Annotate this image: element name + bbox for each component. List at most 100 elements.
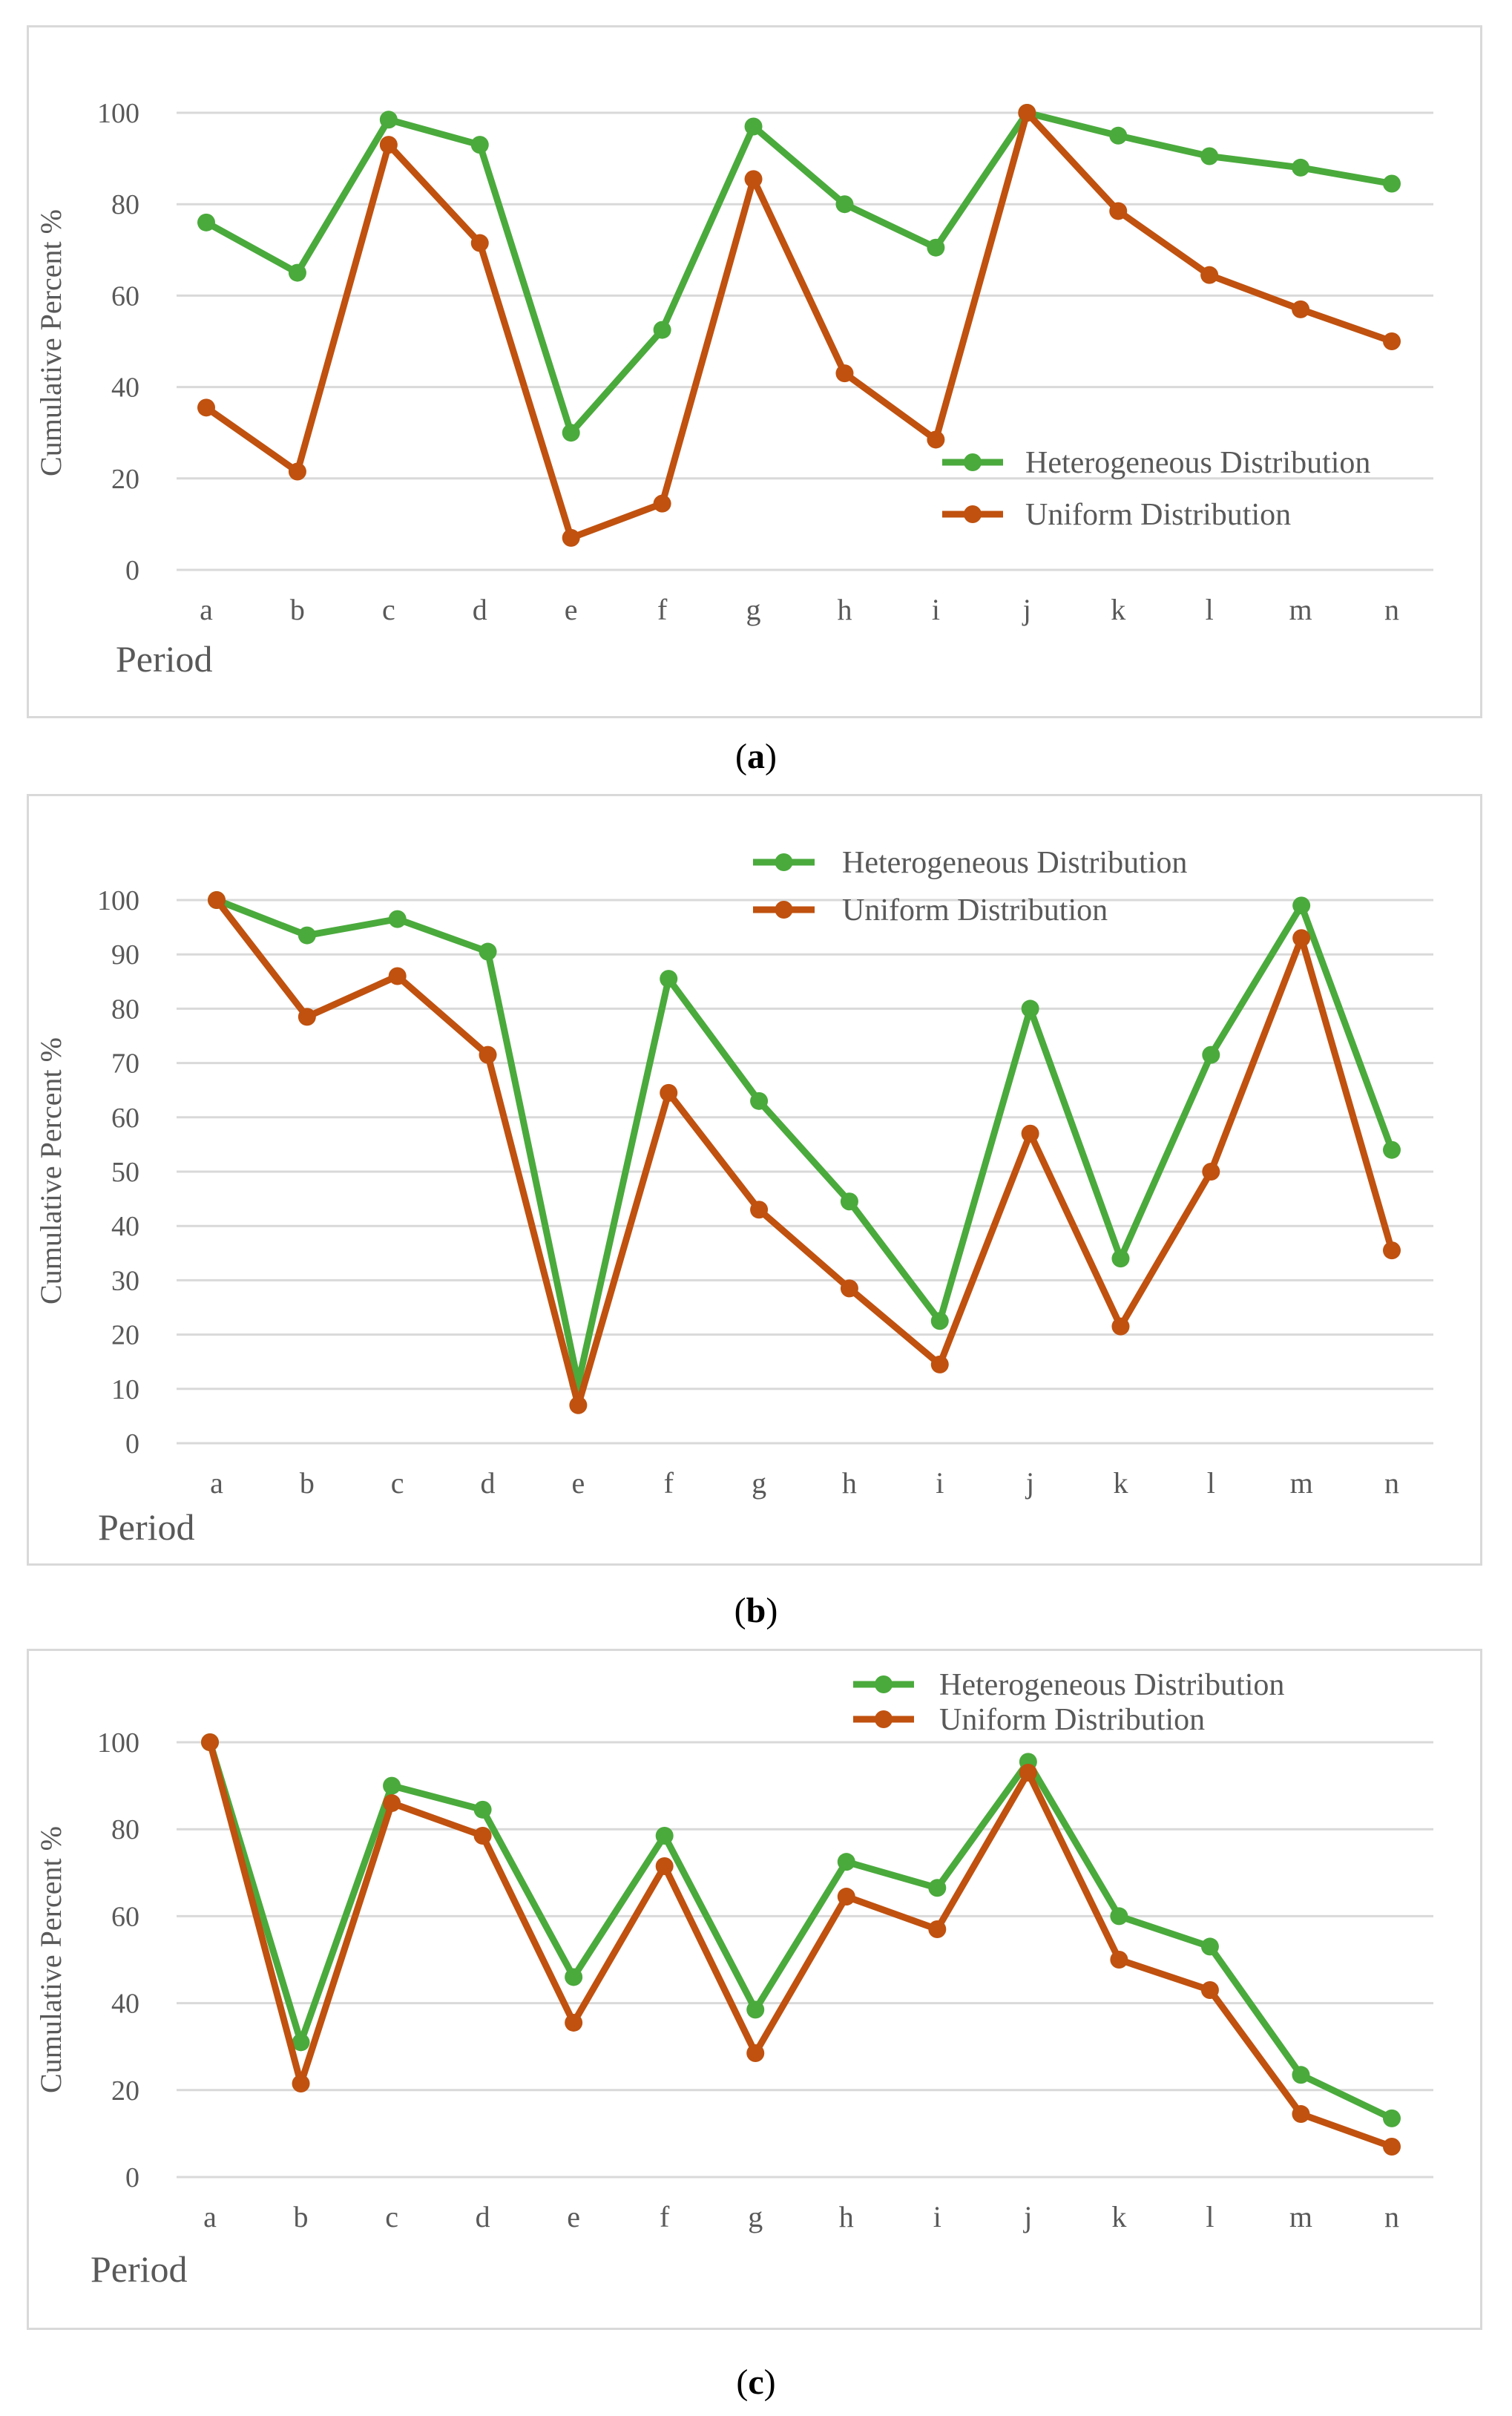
- chart-a-series-uniform-distribution-point: [1292, 300, 1310, 318]
- chart-b-series-uniform-distribution-point: [298, 1008, 316, 1026]
- chart-b-series-heterogeneous-distribution-point: [1383, 1140, 1401, 1159]
- chart-b-xtick-label: b: [300, 1466, 315, 1500]
- chart-c-series-uniform-distribution-point: [1383, 2137, 1401, 2156]
- chart-a-series-heterogeneous-distribution-point: [562, 424, 580, 442]
- chart-b-series-heterogeneous-distribution-point: [840, 1192, 858, 1211]
- chart-c-ytick-label: 20: [111, 2075, 139, 2107]
- chart-c-series-uniform-distribution-point: [292, 2075, 310, 2093]
- chart-a-series-uniform-distribution-point: [744, 170, 763, 188]
- chart-a-series-heterogeneous-distribution-point: [927, 238, 945, 257]
- chart-b-ytick-label: 90: [111, 939, 139, 971]
- chart-a-legend-heterogeneous-distribution-marker: [964, 453, 982, 471]
- chart-c-series-heterogeneous-distribution-point: [473, 1800, 492, 1819]
- chart-b-xlabel: Period: [98, 1506, 195, 1548]
- chart-c-xtick-label: k: [1111, 2200, 1126, 2233]
- chart-a-series-heterogeneous-distribution-point: [379, 111, 398, 129]
- chart-a-xtick-label: e: [565, 593, 578, 626]
- chart-b-series-heterogeneous-distribution-point: [388, 910, 407, 928]
- chart-a-series-uniform-distribution-point: [470, 234, 489, 252]
- chart-c-series-uniform-distribution-point: [1200, 1981, 1219, 2000]
- chart-a-series-uniform-distribution-line: [203, 109, 1396, 542]
- chart-c-xtick-label: c: [385, 2200, 398, 2233]
- chart-b-ytick-label: 40: [111, 1211, 139, 1242]
- chart-b-xtick-label: l: [1207, 1466, 1215, 1500]
- chart-b-xtick-label: g: [752, 1466, 766, 1500]
- chart-c-ylabel: Cumulative Percent %: [34, 1826, 68, 2093]
- chart-a-series-heterogeneous-distribution-point: [288, 263, 306, 282]
- chart-a-xtick-label: m: [1289, 593, 1312, 626]
- chart-a-series-uniform-distribution-point: [653, 494, 671, 513]
- chart-a-xtick-label: a: [200, 593, 213, 626]
- chart-c-xtick-label: l: [1206, 2200, 1214, 2233]
- chart-c-legend-uniform-distribution-marker: [875, 1710, 893, 1728]
- chart-a-xtick-label: i: [932, 593, 940, 626]
- chart-c-legend-heterogeneous-distribution-marker: [875, 1675, 893, 1693]
- chart-b-xtick-label: f: [664, 1466, 674, 1500]
- chart-a-xtick-label: g: [746, 593, 761, 626]
- chart-b-legend-heterogeneous-distribution-marker: [775, 853, 793, 871]
- chart-b-ytick-label: 100: [97, 885, 139, 916]
- chart-c-series-heterogeneous-distribution-point: [383, 1776, 401, 1795]
- chart-b-series-uniform-distribution-point: [208, 891, 226, 909]
- chart-a-series-uniform-distribution-point: [1018, 104, 1036, 122]
- chart-c-xtick-label: d: [476, 2200, 490, 2233]
- chart-c-xtick-label: b: [294, 2200, 309, 2233]
- chart-b-xtick-label: h: [842, 1466, 857, 1500]
- chart-c-xlabel: Period: [91, 2248, 188, 2290]
- chart-a-series-heterogeneous-distribution-point: [1383, 174, 1401, 193]
- chart-b-series-heterogeneous-distribution-point: [1292, 896, 1311, 915]
- chart-b-xtick-label: k: [1113, 1466, 1128, 1500]
- chart-c-xtick-label: g: [748, 2200, 763, 2233]
- chart-b-legend-uniform-distribution-label: Uniform Distribution: [842, 893, 1108, 928]
- caption-a: (a): [735, 737, 777, 776]
- chart-c-series-heterogeneous-distribution-point: [746, 2000, 765, 2019]
- chart-c-series-uniform-distribution-point: [1292, 2105, 1310, 2124]
- chart-a-ytick-label: 60: [111, 280, 139, 312]
- chart-c-series-uniform-distribution-point: [837, 1888, 855, 1906]
- chart-c-series-heterogeneous-distribution-point: [1383, 2109, 1401, 2127]
- chart-b-ytick-label: 30: [111, 1265, 139, 1296]
- chart-b-xtick-label: i: [936, 1466, 944, 1500]
- chart-c-series-uniform-distribution-point: [565, 2013, 583, 2032]
- chart-b-series-uniform-distribution-point: [388, 967, 407, 985]
- caption-a-letter: a: [747, 737, 765, 776]
- chart-c-legend-heterogeneous-distribution-label: Heterogeneous Distribution: [939, 1668, 1284, 1702]
- chart-c-ytick-label: 40: [111, 1989, 139, 2020]
- chart-c-ytick-label: 0: [125, 2162, 139, 2193]
- chart-a-xtick-label: f: [657, 593, 668, 626]
- chart-a-series-heterogeneous-distribution-point: [1109, 126, 1128, 145]
- chart-b-series-uniform-distribution-point: [1021, 1124, 1039, 1143]
- chart-b-series-uniform-distribution-point: [1111, 1317, 1130, 1336]
- chart-b-series-heterogeneous-distribution-line: [213, 896, 1396, 1387]
- chart-a-series-heterogeneous-distribution-point: [653, 321, 671, 339]
- chart-a-xtick-label: j: [1022, 593, 1031, 626]
- chart-c-series-uniform-distribution-point: [1110, 1951, 1128, 1969]
- chart-b-xtick-label: c: [391, 1466, 404, 1500]
- chart-c-xtick-label: m: [1289, 2200, 1312, 2233]
- chart-a-series-uniform-distribution-point: [379, 136, 398, 154]
- chart-c-xtick-label: n: [1384, 2200, 1399, 2233]
- chart-b-series-uniform-distribution-point: [750, 1201, 769, 1219]
- chart-a-series-uniform-distribution-point: [1109, 202, 1128, 220]
- chart-b-xtick-label: n: [1384, 1466, 1399, 1500]
- chart-c-series-heterogeneous-distribution-point: [565, 1968, 583, 1986]
- chart-b-ytick-label: 80: [111, 994, 139, 1025]
- chart-b-legend-uniform-distribution-marker: [775, 901, 793, 919]
- chart-a-series-uniform-distribution-point: [1383, 332, 1401, 350]
- chart-c-ytick-label: 60: [111, 1901, 139, 1932]
- chart-c-series-heterogeneous-distribution-point: [928, 1879, 947, 1897]
- chart-a-xtick-label: n: [1384, 593, 1399, 626]
- chart-a-legend-heterogeneous-distribution-label: Heterogeneous Distribution: [1025, 446, 1370, 480]
- chart-a-xtick-label: d: [473, 593, 487, 626]
- chart-a-ytick-label: 40: [111, 372, 139, 404]
- chart-a-ytick-label: 100: [97, 98, 139, 129]
- chart-b-series-heterogeneous-distribution-point: [1021, 999, 1039, 1018]
- chart-c-series-uniform-distribution-point: [1019, 1764, 1037, 1782]
- chart-c-series-heterogeneous-distribution-point: [1200, 1937, 1219, 1956]
- chart-b-series-uniform-distribution-point: [660, 1083, 678, 1102]
- chart-b-series-heterogeneous-distribution-point: [750, 1092, 769, 1110]
- chart-a-series-heterogeneous-distribution-line: [203, 109, 1396, 436]
- chart-a-ytick-label: 20: [111, 464, 139, 495]
- chart-b-xtick-label: d: [481, 1466, 496, 1500]
- chart-a-series-heterogeneous-distribution-point: [835, 195, 854, 214]
